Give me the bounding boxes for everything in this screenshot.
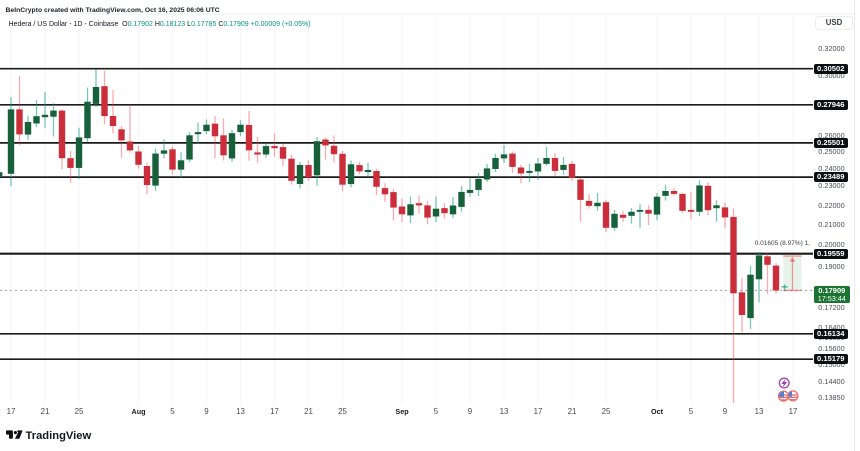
svg-text:TradingView: TradingView [26,430,92,442]
